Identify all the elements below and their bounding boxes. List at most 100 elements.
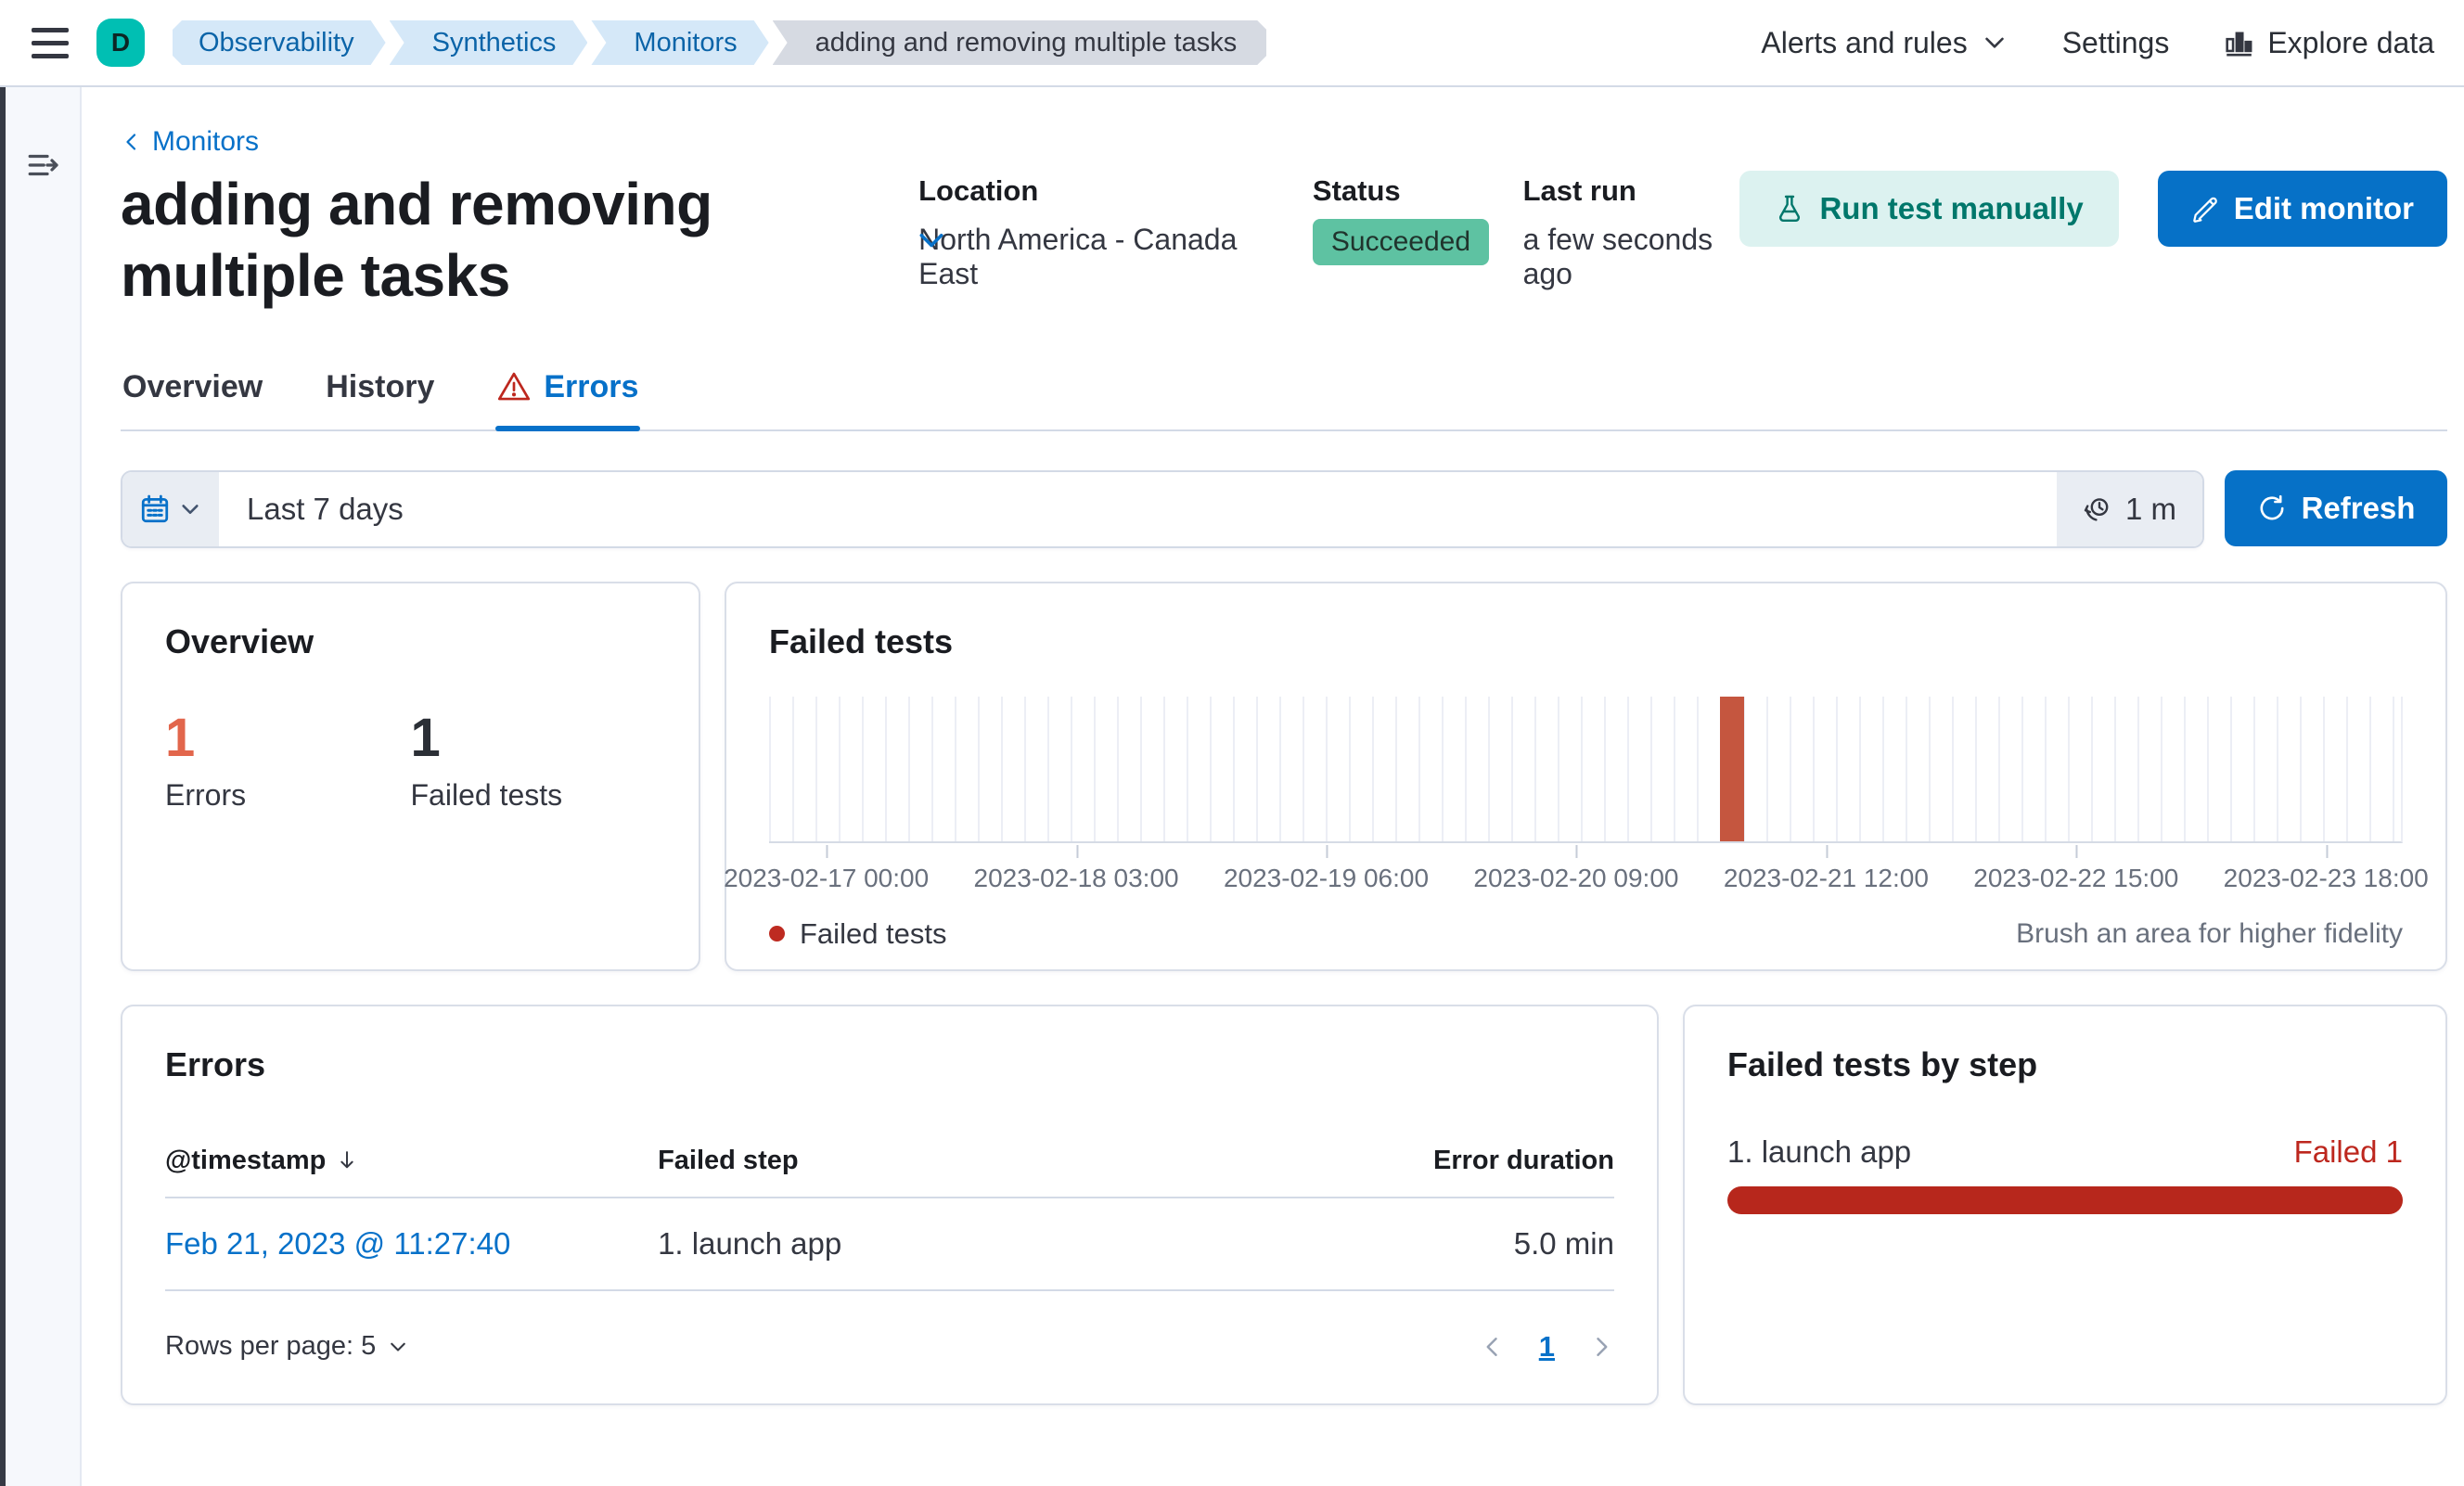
errors-count: 1 bbox=[165, 707, 196, 768]
alerts-and-rules-menu[interactable]: Alerts and rules bbox=[1761, 26, 2008, 60]
x-tick-label: 2023-02-18 03:00 bbox=[973, 844, 1179, 892]
breadcrumb-synthetics[interactable]: Synthetics bbox=[390, 20, 588, 65]
x-tick-label: 2023-02-19 06:00 bbox=[1223, 844, 1430, 892]
explore-data-link[interactable]: Explore data bbox=[2223, 26, 2434, 60]
page-number-1[interactable]: 1 bbox=[1538, 1329, 1555, 1363]
failed-tests-count: 1 bbox=[410, 707, 441, 768]
run-test-manually-label: Run test manually bbox=[1819, 191, 2084, 225]
errors-count-label: Errors bbox=[165, 777, 247, 812]
refresh-clock-icon bbox=[2083, 494, 2112, 524]
errors-table: @timestamp Failed step Error duration Fe… bbox=[165, 1146, 1614, 1291]
errors-table-panel: Errors @timestamp Failed step Error dura… bbox=[121, 1004, 1659, 1405]
tab-errors[interactable]: Errors bbox=[495, 364, 641, 431]
brush-hint: Brush an area for higher fidelity bbox=[2016, 917, 2403, 949]
chevron-down-icon bbox=[1981, 29, 2008, 57]
sort-descending-icon bbox=[335, 1148, 359, 1172]
step-name: 1. launch app bbox=[1727, 1134, 1912, 1169]
overview-panel-title: Overview bbox=[165, 621, 314, 660]
stat-failed-tests: 1 Failed tests bbox=[411, 711, 657, 813]
time-range-value[interactable]: Last 7 days bbox=[247, 491, 404, 526]
column-timestamp-label: @timestamp bbox=[165, 1145, 327, 1175]
failed-tests-chart-panel: Failed tests 2023-02-17 00:00 2023-02-18… bbox=[724, 581, 2447, 971]
failed-tests-histogram[interactable]: 2023-02-17 00:00 2023-02-18 03:00 2023-0… bbox=[724, 696, 2429, 951]
bar-chart-icon bbox=[2223, 27, 2254, 58]
location-value: North America - Canada East bbox=[918, 223, 1238, 290]
rows-per-page-button[interactable]: Rows per page: 5 bbox=[165, 1331, 409, 1362]
tab-overview-label: Overview bbox=[122, 368, 263, 404]
expand-sidebar-icon[interactable] bbox=[24, 147, 61, 187]
x-tick-label: 2023-02-17 00:00 bbox=[724, 844, 930, 892]
chart-plot-area[interactable] bbox=[769, 696, 2403, 843]
beaker-icon bbox=[1775, 194, 1804, 224]
x-tick-label: 2023-02-22 15:00 bbox=[1973, 844, 2179, 892]
status-badge: Succeeded bbox=[1312, 219, 1490, 265]
errors-table-title: Errors bbox=[165, 1044, 266, 1083]
chevron-down-icon bbox=[387, 1336, 409, 1358]
refresh-interval-button[interactable]: 1 m bbox=[2056, 471, 2202, 546]
previous-page-icon[interactable] bbox=[1480, 1334, 1506, 1360]
chart-legend-failed-tests[interactable]: Failed tests bbox=[769, 917, 947, 951]
column-timestamp-sort[interactable]: @timestamp bbox=[165, 1146, 658, 1176]
warning-triangle-icon bbox=[497, 370, 531, 404]
tab-overview[interactable]: Overview bbox=[121, 364, 264, 429]
meta-last-run: Last run a few seconds ago bbox=[1523, 174, 1740, 291]
last-run-label: Last run bbox=[1522, 174, 1636, 207]
top-header: D Observability Synthetics Monitors addi… bbox=[0, 0, 2464, 87]
stat-errors: 1 Errors bbox=[165, 711, 411, 813]
chart-x-axis: 2023-02-17 00:00 2023-02-18 03:00 2023-0… bbox=[724, 843, 2429, 910]
failed-test-bar[interactable] bbox=[1720, 696, 1745, 841]
column-error-duration-label: Error duration bbox=[1433, 1145, 1614, 1175]
column-failed-step-label: Failed step bbox=[658, 1145, 799, 1175]
error-duration: 5.0 min bbox=[1513, 1225, 1614, 1261]
chevron-down-icon bbox=[178, 497, 202, 521]
last-run-value: a few seconds ago bbox=[1522, 223, 1713, 290]
main-content: Monitors adding and removing multiple ta… bbox=[82, 87, 2464, 1486]
breadcrumb-current-monitor: adding and removing multiple tasks bbox=[773, 20, 1267, 65]
collapsed-nav-edge bbox=[0, 87, 6, 1486]
rows-per-page-label: Rows per page: 5 bbox=[165, 1331, 377, 1362]
legend-label: Failed tests bbox=[800, 916, 947, 950]
breadcrumb-observability[interactable]: Observability bbox=[173, 20, 386, 65]
title-chevron-down-icon[interactable] bbox=[914, 223, 949, 258]
monitor-tabs: Overview History Errors bbox=[121, 364, 2447, 431]
failed-tests-chart-title: Failed tests bbox=[769, 621, 954, 660]
back-link-label: Monitors bbox=[152, 126, 260, 157]
explore-data-label: Explore data bbox=[2267, 25, 2434, 59]
monitor-meta: Location North America - Canada East Sta… bbox=[918, 174, 1739, 291]
edit-monitor-label: Edit monitor bbox=[2233, 191, 2414, 225]
failed-tests-by-step-title: Failed tests by step bbox=[1727, 1044, 2038, 1083]
step-row: 1. launch app Failed 1 bbox=[1727, 1134, 2403, 1170]
overview-panel: Overview 1 Errors 1 Failed tests bbox=[121, 581, 700, 971]
date-quick-select-button[interactable] bbox=[122, 471, 219, 546]
page-title: adding and removing multiple tasks bbox=[121, 171, 712, 309]
error-timestamp-link[interactable]: Feb 21, 2023 @ 11:27:40 bbox=[165, 1225, 511, 1261]
run-test-manually-button[interactable]: Run test manually bbox=[1739, 171, 2119, 247]
tab-history[interactable]: History bbox=[324, 364, 436, 429]
errors-table-header: @timestamp Failed step Error duration bbox=[165, 1146, 1614, 1198]
failed-tests-by-step-panel: Failed tests by step 1. launch app Faile… bbox=[1683, 1004, 2447, 1405]
status-label: Status bbox=[1312, 174, 1401, 207]
alerts-and-rules-label: Alerts and rules bbox=[1761, 25, 1968, 59]
error-failed-step: 1. launch app bbox=[658, 1225, 842, 1261]
side-rail bbox=[6, 87, 82, 1486]
failed-tests-count-label: Failed tests bbox=[410, 777, 563, 812]
date-range-bar: Last 7 days 1 m bbox=[121, 469, 2204, 548]
breadcrumb-monitors[interactable]: Monitors bbox=[591, 20, 768, 65]
menu-hamburger-icon[interactable] bbox=[24, 17, 76, 69]
refresh-interval-value: 1 m bbox=[2124, 491, 2176, 526]
header-nav: Alerts and rules Settings Explore data bbox=[1761, 26, 2434, 60]
refresh-button[interactable]: Refresh bbox=[2225, 469, 2447, 546]
next-page-icon[interactable] bbox=[1588, 1334, 1614, 1360]
settings-link[interactable]: Settings bbox=[2062, 26, 2170, 60]
legend-dot-icon bbox=[769, 926, 785, 942]
avatar[interactable]: D bbox=[96, 19, 145, 67]
edit-monitor-button[interactable]: Edit monitor bbox=[2157, 171, 2447, 247]
meta-status: Status Succeeded bbox=[1312, 174, 1490, 291]
meta-location: Location North America - Canada East bbox=[918, 174, 1257, 291]
table-row: Feb 21, 2023 @ 11:27:40 1. launch app 5.… bbox=[165, 1198, 1614, 1291]
tab-history-label: History bbox=[326, 368, 435, 404]
x-tick-label: 2023-02-21 12:00 bbox=[1723, 844, 1929, 892]
step-failed-count: Failed 1 bbox=[2293, 1134, 2403, 1169]
back-to-monitors-link[interactable]: Monitors bbox=[121, 126, 259, 158]
pagination: 1 bbox=[1480, 1330, 1614, 1364]
